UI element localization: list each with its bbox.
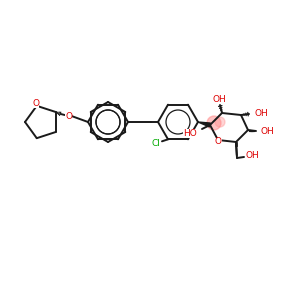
Circle shape <box>207 116 221 130</box>
Text: O: O <box>32 99 39 108</box>
Text: Cl: Cl <box>152 139 160 148</box>
Circle shape <box>215 117 225 127</box>
Text: O: O <box>214 137 221 146</box>
Text: OH: OH <box>245 151 259 160</box>
Polygon shape <box>198 122 211 127</box>
Text: OH: OH <box>260 128 274 136</box>
Text: OH: OH <box>212 94 226 103</box>
Text: HO: HO <box>183 128 197 137</box>
Text: O: O <box>65 112 72 121</box>
Text: OH: OH <box>254 109 268 118</box>
